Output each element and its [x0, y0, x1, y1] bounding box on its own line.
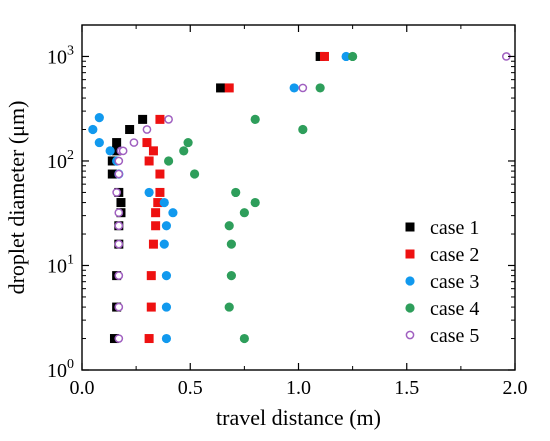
data-point-case-3 — [159, 197, 169, 208]
data-point-case-5 — [112, 188, 121, 197]
data-point-case-3 — [168, 208, 178, 218]
data-point-case-1 — [107, 169, 117, 179]
data-point-case-3 — [144, 187, 154, 198]
x-tick-label: 0.5 — [178, 377, 203, 399]
data-point-case-3 — [161, 302, 172, 312]
data-point-case-5 — [114, 334, 124, 343]
data-point-case-4 — [250, 114, 260, 124]
data-point-case-4 — [226, 271, 236, 281]
data-point-case-3 — [105, 146, 115, 156]
legend-label-case-5: case 5 — [430, 325, 479, 347]
data-point-case-2 — [155, 114, 165, 124]
data-point-case-2 — [146, 302, 156, 312]
data-point-case-2 — [148, 239, 158, 249]
series-1 — [107, 51, 325, 344]
data-point-case-2 — [151, 221, 161, 231]
legend-marker-case-3 — [405, 276, 415, 286]
data-point-case-2 — [224, 83, 234, 93]
data-point-case-4 — [164, 156, 174, 166]
data-point-case-4 — [179, 146, 189, 156]
data-point-case-4 — [239, 333, 249, 344]
data-point-case-5 — [114, 156, 124, 166]
data-point-case-1 — [116, 198, 126, 208]
x-axis-title: travel distance (m) — [216, 405, 381, 430]
x-tick-label: 1.0 — [286, 377, 311, 399]
data-point-case-2 — [153, 198, 163, 208]
data-point-case-3 — [161, 333, 172, 344]
data-point-case-3 — [341, 51, 351, 62]
data-point-case-5 — [142, 125, 152, 134]
legend-marker-case-1 — [405, 222, 415, 232]
data-point-case-2 — [142, 138, 152, 148]
data-point-case-5 — [114, 239, 124, 249]
data-point-case-1 — [125, 125, 135, 135]
data-point-case-2 — [144, 334, 154, 344]
series-5 — [112, 52, 511, 343]
series-3 — [88, 51, 351, 344]
data-point-case-4 — [298, 124, 308, 135]
legend-label-case-2: case 2 — [430, 244, 479, 266]
data-point-case-5 — [298, 83, 308, 93]
legend-marker-case-4 — [405, 303, 415, 313]
data-point-case-4 — [183, 137, 193, 148]
data-point-case-2 — [146, 271, 156, 281]
series-4 — [164, 51, 358, 344]
data-point-case-5 — [114, 271, 124, 280]
data-point-case-4 — [315, 83, 325, 93]
data-point-case-1 — [216, 83, 226, 93]
x-tick-label: 0.0 — [70, 377, 95, 399]
data-point-case-2 — [148, 146, 158, 156]
data-point-case-3 — [159, 239, 169, 249]
data-point-case-2 — [155, 187, 165, 197]
data-point-case-5 — [114, 208, 124, 218]
y-tick-label: 102 — [47, 148, 74, 173]
data-point-case-5 — [114, 302, 124, 312]
data-point-case-2 — [151, 208, 161, 218]
legend-marker-case-5 — [405, 330, 415, 340]
data-point-case-4 — [231, 187, 241, 198]
y-tick-label: 103 — [47, 43, 74, 68]
legend-label-case-3: case 3 — [430, 271, 479, 293]
data-point-case-4 — [226, 239, 236, 249]
data-point-case-5 — [164, 115, 173, 124]
x-tick-label: 1.5 — [394, 377, 419, 399]
data-point-case-3 — [94, 137, 104, 148]
legend-label-case-1: case 1 — [430, 217, 479, 239]
data-point-case-3 — [289, 83, 299, 93]
data-point-case-4 — [250, 197, 260, 208]
y-tick-label: 101 — [47, 252, 74, 277]
data-point-case-5 — [118, 146, 128, 156]
y-axis-title: droplet diameter (μm) — [4, 101, 29, 295]
y-tick-label: 100 — [47, 357, 74, 382]
data-point-case-5 — [129, 138, 139, 147]
data-point-case-3 — [88, 124, 98, 135]
data-point-case-3 — [161, 271, 172, 281]
data-point-case-4 — [348, 51, 358, 62]
data-point-case-4 — [224, 221, 234, 231]
data-point-case-1 — [112, 138, 122, 148]
data-point-case-2 — [319, 51, 329, 61]
x-tick-label: 2.0 — [503, 377, 528, 399]
data-point-case-4 — [189, 169, 200, 179]
data-point-case-5 — [114, 221, 124, 231]
data-point-case-3 — [94, 113, 104, 123]
data-point-case-3 — [161, 221, 172, 231]
legend-label-case-4: case 4 — [430, 298, 479, 320]
data-point-case-2 — [155, 169, 165, 179]
data-point-case-5 — [114, 169, 124, 179]
series-2 — [142, 51, 329, 344]
data-point-case-4 — [239, 208, 249, 218]
legend-marker-case-2 — [405, 249, 415, 259]
data-point-case-4 — [224, 302, 234, 312]
data-point-case-1 — [138, 114, 148, 124]
data-point-case-2 — [144, 156, 154, 166]
